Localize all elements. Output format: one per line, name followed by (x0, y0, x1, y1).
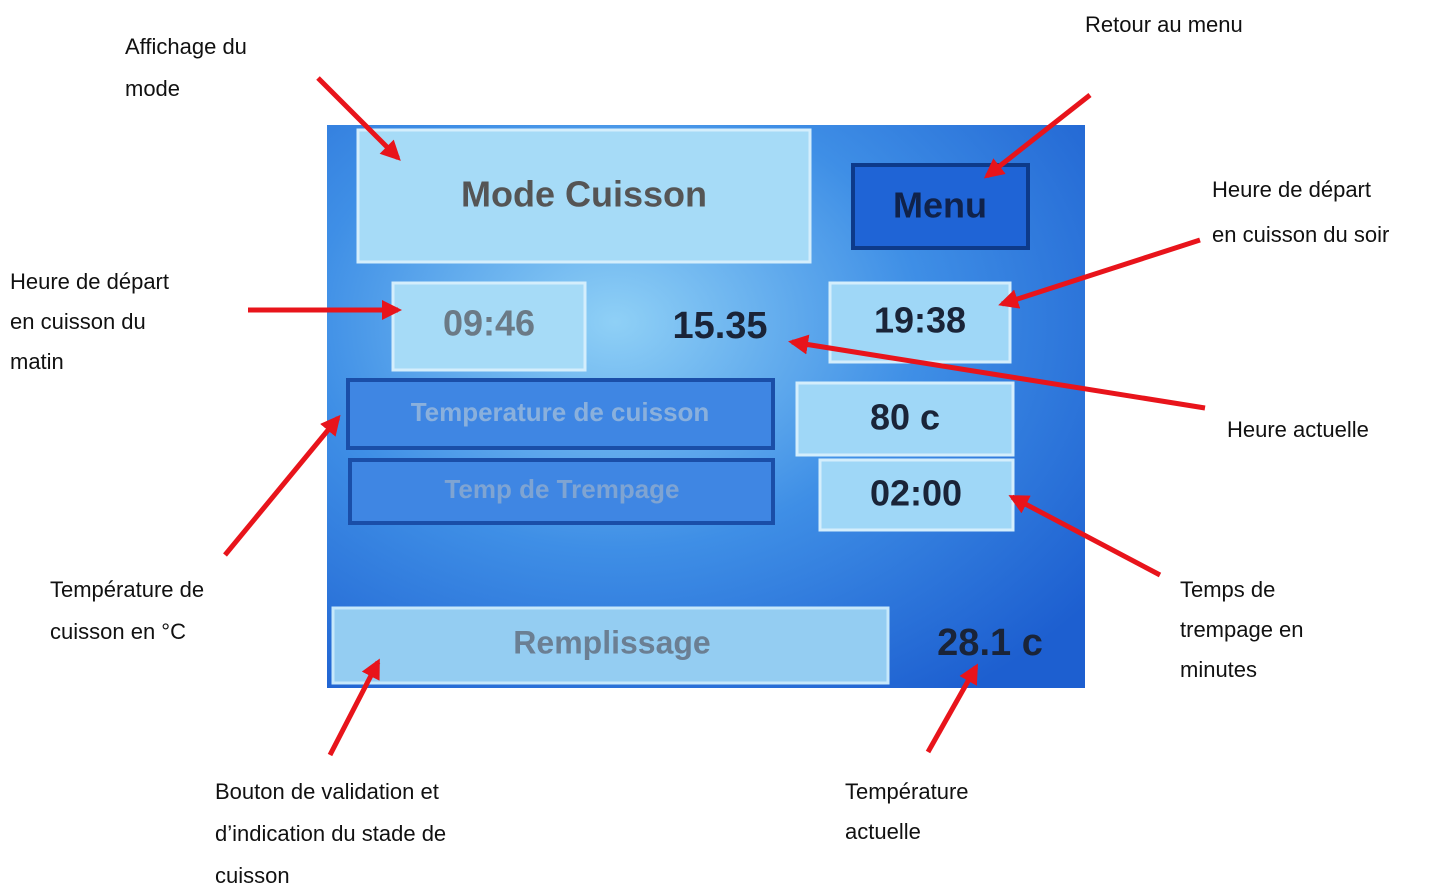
annotation-line: Heure de départ (1212, 177, 1371, 202)
annotation-line: Temps de (1180, 577, 1275, 602)
soak-time-text: 02:00 (870, 473, 962, 514)
annotation: Heure de départ en cuisson du matin (10, 269, 169, 374)
annotation: Température de cuisson en °C (50, 577, 204, 644)
annotation-line: Affichage du (125, 34, 247, 59)
annotation-line: cuisson (215, 863, 290, 887)
annotation: Retour au menu (1085, 12, 1243, 37)
current-time-text: 15.35 (672, 305, 767, 347)
annotation-line: mode (125, 76, 180, 101)
mode-text: Mode Cuisson (461, 174, 707, 215)
annotation: Temps de trempage en minutes (1180, 577, 1304, 682)
annotation-line: Température (845, 779, 969, 804)
annotation-line: Heure actuelle (1227, 417, 1369, 442)
page: Mode Cuisson Menu 09:46 15.35 19:38 Temp… (0, 0, 1444, 887)
annotation: Bouton de validation et d’indication du s… (215, 779, 446, 887)
annotation-line: Heure de départ (10, 269, 169, 294)
annotation: Température actuelle (845, 779, 969, 844)
annotation-line: matin (10, 349, 64, 374)
annotation: Heure de départ en cuisson du soir (1212, 177, 1389, 247)
annotation-line: cuisson en °C (50, 619, 186, 644)
morning-start-text: 09:46 (443, 303, 535, 344)
annotation-line: trempage en (1180, 617, 1304, 642)
annotation: Heure actuelle (1227, 417, 1369, 442)
screen: Mode Cuisson Menu 09:46 15.35 19:38 Temp… (327, 125, 1085, 688)
annotation-line: en cuisson du (10, 309, 146, 334)
menu-button[interactable]: Menu (853, 165, 1028, 248)
annotation: Affichage du mode (125, 34, 247, 101)
menu-button-text[interactable]: Menu (893, 185, 987, 226)
annotation-line: en cuisson du soir (1212, 222, 1389, 247)
arrow (225, 418, 338, 555)
annotation-line: actuelle (845, 819, 921, 844)
annotation-line: Retour au menu (1085, 12, 1243, 37)
soak-time-button[interactable]: Temp de Trempage (350, 460, 773, 523)
fill-button[interactable]: Remplissage (333, 608, 888, 683)
annotation-line: Bouton de validation et (215, 779, 439, 804)
fill-button-text[interactable]: Remplissage (513, 624, 710, 660)
cooking-temperature-button-text[interactable]: Temperature de cuisson (411, 397, 710, 427)
annotation-line: Température de (50, 577, 204, 602)
cooking-temperature-text: 80 c (870, 397, 940, 438)
cooking-temperature-button[interactable]: Temperature de cuisson (348, 380, 773, 448)
current-temperature-text: 28.1 c (937, 622, 1043, 664)
annotation-line: minutes (1180, 657, 1257, 682)
evening-start-text: 19:38 (874, 300, 966, 341)
soak-time-button-text[interactable]: Temp de Trempage (444, 474, 679, 504)
annotation-line: d’indication du stade de (215, 821, 446, 846)
